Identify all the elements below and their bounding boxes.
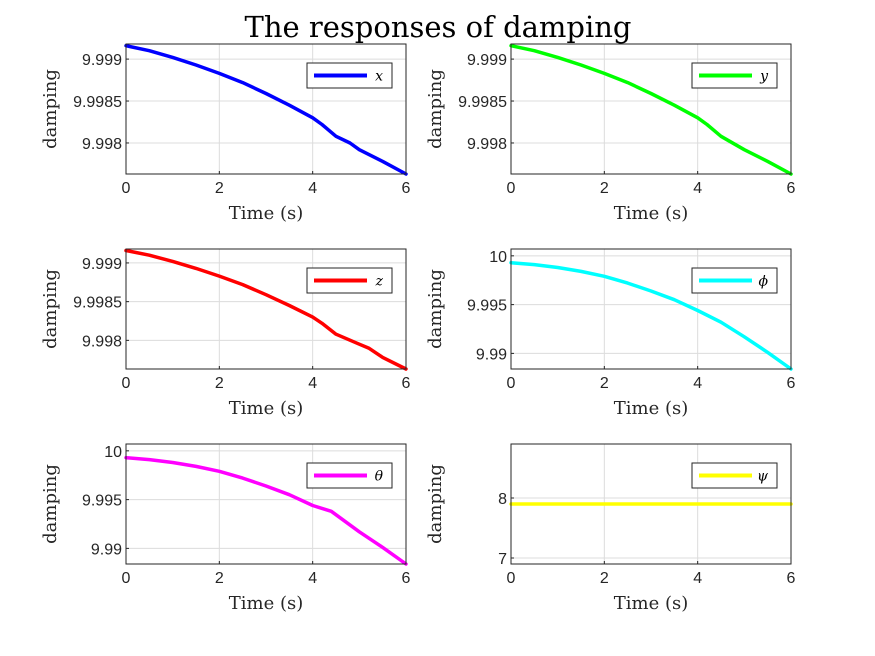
y-axis-label: damping bbox=[425, 464, 446, 544]
x-tick-label: 4 bbox=[308, 180, 317, 197]
x-tick-label: 6 bbox=[787, 570, 796, 587]
legend: z bbox=[306, 267, 393, 294]
subplot-3: 0 2 4 6 9.998 9.9985 9.999 Time (s) damping z bbox=[40, 248, 411, 419]
x-tick-label: 2 bbox=[215, 375, 224, 392]
y-tick-label: 9.999 bbox=[82, 256, 122, 273]
x-tick-label: 2 bbox=[600, 180, 609, 197]
y-tick-label: 9.9985 bbox=[73, 295, 122, 312]
subplot-2: 0 2 4 6 9.998 9.9985 9.999 Time (s) damping y bbox=[425, 43, 796, 224]
y-tick-label: 9.9985 bbox=[73, 94, 122, 111]
series-line bbox=[124, 248, 408, 371]
y-tick-label: 9.998 bbox=[82, 136, 122, 153]
x-tick-label: 4 bbox=[693, 180, 702, 197]
legend-label: ψ bbox=[757, 469, 769, 485]
y-axis-label: damping bbox=[40, 269, 61, 349]
x-tick-label: 6 bbox=[402, 375, 411, 392]
subplot-4: 0 2 4 6 9.99 9.995 10 Time (s) damping ϕ bbox=[425, 248, 796, 419]
x-axis-label: Time (s) bbox=[614, 203, 689, 224]
x-tick-label: 4 bbox=[693, 375, 702, 392]
axes-box bbox=[510, 248, 792, 370]
y-tick-label: 9.998 bbox=[467, 136, 507, 153]
x-tick-label: 6 bbox=[787, 180, 796, 197]
y-tick-label: 8 bbox=[498, 491, 507, 508]
x-tick-label: 2 bbox=[215, 570, 224, 587]
y-tick-label: 9.99 bbox=[91, 541, 122, 558]
x-tick-label: 2 bbox=[600, 570, 609, 587]
series-line bbox=[124, 455, 408, 566]
x-tick-label: 4 bbox=[693, 570, 702, 587]
axes-box bbox=[510, 443, 792, 565]
legend: ψ bbox=[691, 462, 778, 489]
x-tick-label: 4 bbox=[308, 570, 317, 587]
x-axis-label: Time (s) bbox=[229, 593, 304, 614]
subplot-1: 0 2 4 6 9.998 9.9985 9.999 Time (s) damping x bbox=[40, 43, 411, 224]
y-axis-label: damping bbox=[40, 69, 61, 149]
x-tick-label: 0 bbox=[122, 180, 131, 197]
legend: y bbox=[691, 62, 778, 89]
figure-title: The responses of damping bbox=[245, 10, 632, 44]
x-axis-label: Time (s) bbox=[229, 203, 304, 224]
legend-label: θ bbox=[375, 469, 384, 485]
axes-box bbox=[510, 43, 792, 175]
axes-box bbox=[125, 443, 407, 565]
x-axis-label: Time (s) bbox=[229, 398, 304, 419]
x-tick-label: 0 bbox=[507, 570, 516, 587]
legend: ϕ bbox=[691, 267, 778, 294]
y-tick-label: 9.998 bbox=[82, 333, 122, 350]
legend-label: z bbox=[375, 274, 384, 290]
y-tick-label: 9.999 bbox=[82, 52, 122, 69]
y-tick-label: 7 bbox=[498, 551, 507, 568]
y-tick-label: 9.99 bbox=[476, 346, 507, 363]
subplot-6: 0 2 4 6 7 8 Time (s) damping ψ bbox=[425, 443, 796, 614]
subplot-5: 0 2 4 6 9.99 9.995 10 Time (s) damping θ bbox=[40, 443, 411, 614]
x-axis-label: Time (s) bbox=[614, 593, 689, 614]
legend-label: ϕ bbox=[758, 274, 768, 290]
y-tick-label: 10 bbox=[489, 249, 507, 266]
y-axis-label: damping bbox=[40, 464, 61, 544]
y-tick-label: 9.999 bbox=[467, 52, 507, 69]
x-tick-label: 0 bbox=[507, 375, 516, 392]
legend: θ bbox=[306, 462, 393, 489]
x-tick-label: 6 bbox=[402, 570, 411, 587]
legend: x bbox=[306, 62, 393, 89]
x-tick-label: 6 bbox=[787, 375, 796, 392]
y-tick-label: 9.995 bbox=[82, 493, 122, 510]
x-tick-label: 0 bbox=[507, 180, 516, 197]
x-tick-label: 0 bbox=[122, 375, 131, 392]
series-line bbox=[509, 260, 793, 371]
y-tick-label: 9.9985 bbox=[458, 94, 507, 111]
legend-label: y bbox=[759, 69, 769, 85]
series-line bbox=[509, 43, 793, 176]
x-tick-label: 0 bbox=[122, 570, 131, 587]
y-axis-label: damping bbox=[425, 69, 446, 149]
x-tick-label: 2 bbox=[215, 180, 224, 197]
axes-box bbox=[125, 43, 407, 175]
axes-box bbox=[125, 248, 407, 370]
x-tick-label: 2 bbox=[600, 375, 609, 392]
x-tick-label: 6 bbox=[402, 180, 411, 197]
x-tick-label: 4 bbox=[308, 375, 317, 392]
x-axis-label: Time (s) bbox=[614, 398, 689, 419]
series-line bbox=[124, 43, 408, 176]
y-tick-label: 9.995 bbox=[467, 298, 507, 315]
y-axis-label: damping bbox=[425, 269, 446, 349]
y-tick-label: 10 bbox=[104, 444, 122, 461]
legend-label: x bbox=[375, 69, 383, 85]
